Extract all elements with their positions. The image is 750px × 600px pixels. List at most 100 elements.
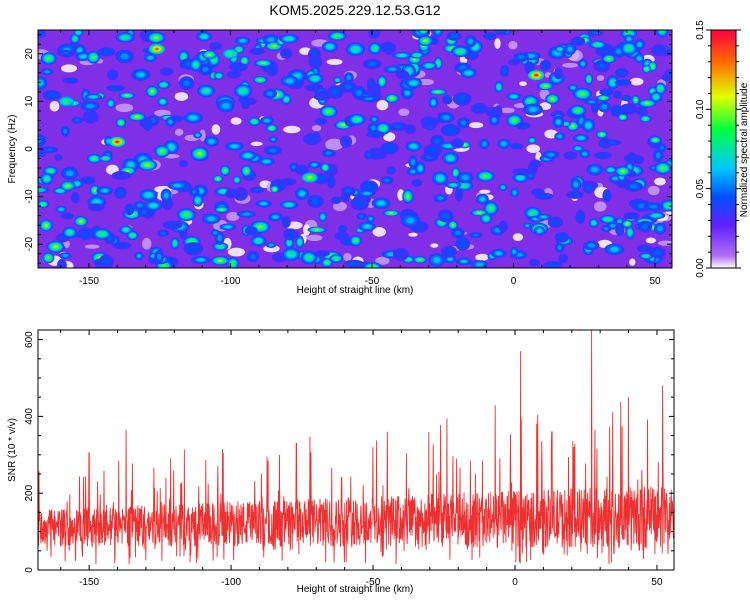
heatmap-blob (210, 229, 220, 237)
heatmap-blob (97, 47, 116, 57)
heatmap-blob (563, 151, 578, 160)
heatmap-blob (280, 75, 299, 87)
heatmap-blob (56, 49, 75, 57)
heatmap-blob (464, 35, 477, 48)
snr-y-tick-label: 400 (24, 408, 35, 425)
heatmap-blob (220, 165, 231, 176)
heatmap-gap (141, 237, 152, 250)
heatmap-blob (417, 35, 433, 47)
heatmap-blob (547, 217, 564, 228)
heatmap-gap (593, 201, 607, 212)
heatmap-blob (613, 90, 622, 99)
heatmap-blob (294, 164, 309, 175)
heatmap-blob (238, 95, 249, 104)
heatmap-blob (569, 105, 587, 116)
heatmap-blob (210, 255, 230, 266)
heatmap-blob (582, 181, 595, 194)
snr-y-ticks: 0 200 400 600 (24, 331, 674, 573)
heatmap-blob (578, 58, 588, 69)
heatmap-blob (581, 118, 595, 133)
heatmap-y-tick-label: 10 (24, 95, 35, 107)
heatmap-blob (542, 150, 560, 160)
heatmap-blob (59, 252, 72, 260)
snr-y-label: SNR (10 * v/v) (7, 418, 18, 482)
heatmap-blob (583, 240, 600, 251)
heatmap-blob (62, 77, 79, 84)
heatmap-gap (226, 211, 240, 221)
heatmap-blob (619, 103, 638, 115)
heatmap-x-tick-label: 50 (649, 276, 661, 287)
heatmap-blob (512, 172, 529, 183)
heatmap-blob (40, 172, 54, 185)
heatmap-blob (636, 244, 653, 253)
heatmap-blob (615, 222, 625, 237)
heatmap-blob (258, 157, 275, 166)
heatmap-blob (606, 75, 620, 90)
heatmap-blob (191, 256, 211, 264)
heatmap-blob (537, 81, 554, 91)
heatmap-gap (383, 132, 396, 142)
heatmap-blob (60, 126, 70, 137)
heatmap-blob (341, 186, 356, 196)
heatmap-blob (145, 85, 159, 98)
heatmap-blob (599, 214, 617, 224)
heatmap-gap (645, 237, 657, 244)
heatmap-blob (604, 243, 625, 256)
heatmap-blob (447, 220, 458, 230)
heatmap-hot-spot (109, 136, 126, 147)
heatmap-gap (475, 253, 489, 261)
heatmap-blob (167, 181, 188, 190)
heatmap-blob (249, 186, 265, 194)
colorbar: 0.00 0.05 0.10 0.15 Normalized spectral amp… (695, 20, 750, 278)
heatmap-blob (240, 165, 252, 177)
snr-x-tick-label: 0 (512, 577, 518, 588)
heatmap-blob (263, 145, 282, 156)
heatmap-blob (334, 231, 349, 241)
heatmap-blob (330, 196, 342, 204)
heatmap-blob (268, 212, 283, 222)
heatmap-blob (38, 133, 46, 147)
heatmap-blob (622, 219, 633, 228)
heatmap-blob (432, 30, 444, 38)
heatmap-blob (228, 62, 248, 72)
heatmap-blob (92, 228, 112, 240)
heatmap-blob (111, 171, 131, 180)
heatmap-blob (106, 98, 116, 109)
heatmap-blob (623, 212, 640, 220)
heatmap-blob (528, 258, 541, 267)
heatmap-blob (470, 103, 488, 114)
heatmap-blob (567, 84, 578, 92)
heatmap-gap (508, 40, 518, 50)
heatmap-blob (406, 167, 419, 176)
heatmap-blob (244, 226, 258, 236)
heatmap-blob (572, 87, 593, 101)
heatmap-blob (118, 92, 136, 99)
heatmap-gap (311, 125, 322, 132)
heatmap-gap (499, 107, 515, 114)
heatmap-blob (160, 188, 172, 203)
heatmap-x-tick-label: -150 (79, 276, 99, 287)
heatmap-blob (494, 81, 504, 93)
heatmap-blob (82, 110, 99, 124)
heatmap-blob (614, 79, 632, 86)
heatmap-blob (70, 33, 80, 44)
heatmap-blob (250, 235, 267, 247)
heatmap-blob (112, 241, 132, 250)
heatmap-blob (554, 45, 565, 53)
heatmap-blob (268, 136, 279, 143)
heatmap-blob (303, 132, 322, 146)
heatmap-blob (553, 67, 563, 80)
heatmap-y-label: Frequency (Hz) (7, 115, 18, 184)
heatmap-blob (39, 219, 53, 232)
heatmap-blob (321, 258, 333, 268)
heatmap-blob (654, 161, 672, 175)
heatmap-blob (594, 151, 612, 160)
heatmap-blob (183, 242, 204, 256)
snr-x-tick-label: -100 (221, 577, 241, 588)
heatmap-blob (262, 88, 278, 99)
heatmap-blob (575, 210, 586, 224)
heatmap-hot-spot (222, 48, 239, 59)
heatmap-blob (202, 50, 218, 60)
heatmap-gap (306, 234, 323, 242)
heatmap-blob (389, 122, 408, 132)
